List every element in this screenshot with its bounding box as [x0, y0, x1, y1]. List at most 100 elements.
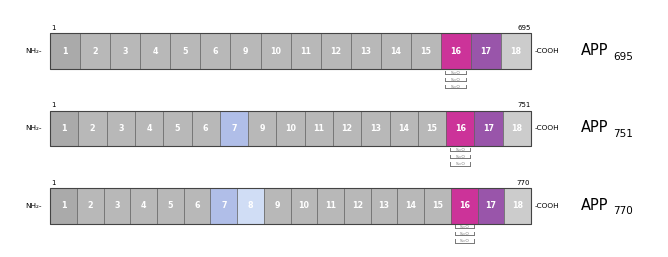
Bar [451, 188, 478, 224]
Text: S=O: S=O [460, 232, 469, 236]
Text: NH₂-: NH₂- [25, 48, 41, 54]
Text: 12: 12 [330, 47, 341, 56]
Text: 9: 9 [275, 201, 280, 210]
Text: 5: 5 [168, 201, 173, 210]
Bar [163, 111, 192, 146]
Bar [503, 111, 531, 146]
Text: 16: 16 [455, 124, 466, 133]
Bar [50, 111, 531, 146]
Bar [317, 188, 344, 224]
Text: 1: 1 [62, 47, 68, 56]
Text: NH₂-: NH₂- [25, 125, 41, 132]
Text: 751: 751 [613, 129, 633, 139]
Bar [411, 33, 441, 69]
Text: 10: 10 [299, 201, 309, 210]
Text: 2: 2 [90, 124, 96, 133]
Text: -COOH: -COOH [534, 48, 559, 54]
Bar [371, 188, 397, 224]
Bar [104, 188, 130, 224]
Bar [220, 111, 248, 146]
Bar [107, 111, 135, 146]
Bar [77, 188, 104, 224]
Text: S=O: S=O [451, 78, 461, 82]
Text: 695: 695 [517, 25, 530, 31]
Text: 13: 13 [360, 47, 371, 56]
Bar [157, 188, 184, 224]
Bar [110, 33, 140, 69]
Text: 4: 4 [141, 201, 146, 210]
Text: 15: 15 [432, 201, 443, 210]
Text: 3: 3 [118, 124, 124, 133]
Text: 17: 17 [486, 201, 496, 210]
Text: 6: 6 [212, 47, 218, 56]
Bar [140, 33, 170, 69]
Text: 16: 16 [450, 47, 462, 56]
Text: 17: 17 [483, 124, 494, 133]
Bar [424, 188, 451, 224]
Text: S=O: S=O [456, 155, 465, 159]
Text: 14: 14 [398, 124, 409, 133]
Text: 3: 3 [122, 47, 128, 56]
Text: APP: APP [581, 121, 609, 135]
Text: 7: 7 [221, 201, 226, 210]
Bar [478, 188, 504, 224]
Bar [305, 111, 333, 146]
Text: 1: 1 [51, 180, 55, 186]
Text: 5: 5 [182, 47, 188, 56]
Bar [397, 188, 424, 224]
Bar [237, 188, 264, 224]
Bar [291, 33, 321, 69]
Text: -COOH: -COOH [534, 125, 559, 132]
Text: 770: 770 [613, 206, 633, 216]
Text: 9: 9 [260, 124, 265, 133]
Bar [170, 33, 200, 69]
Bar [441, 33, 471, 69]
Bar [389, 111, 418, 146]
Bar [501, 33, 531, 69]
Bar [504, 188, 531, 224]
Text: 1: 1 [61, 124, 67, 133]
Bar [248, 111, 277, 146]
Bar [471, 33, 501, 69]
Bar [351, 33, 381, 69]
Text: 13: 13 [379, 201, 389, 210]
Text: 4: 4 [152, 47, 158, 56]
Text: 18: 18 [512, 201, 523, 210]
Text: 10: 10 [270, 47, 281, 56]
Text: 13: 13 [370, 124, 381, 133]
Bar [261, 33, 291, 69]
Text: 11: 11 [313, 124, 325, 133]
Text: 6: 6 [203, 124, 208, 133]
Text: 8: 8 [248, 201, 253, 210]
Bar [210, 188, 237, 224]
Bar [321, 33, 351, 69]
Bar [50, 33, 531, 69]
Bar [333, 111, 361, 146]
Bar [291, 188, 317, 224]
Text: 7: 7 [231, 124, 236, 133]
Bar [50, 188, 531, 224]
Bar [130, 188, 157, 224]
Text: S=O: S=O [451, 71, 461, 75]
Text: 14: 14 [390, 47, 401, 56]
Text: 1: 1 [51, 103, 55, 108]
Text: S=O: S=O [451, 85, 461, 89]
Bar [474, 111, 503, 146]
Text: 2: 2 [88, 201, 93, 210]
Text: 12: 12 [352, 201, 363, 210]
Text: S=O: S=O [456, 148, 465, 152]
Bar [200, 33, 230, 69]
Text: 6: 6 [194, 201, 200, 210]
Bar [78, 111, 107, 146]
Bar [135, 111, 163, 146]
Text: 4: 4 [146, 124, 152, 133]
Bar [50, 188, 77, 224]
Text: 5: 5 [174, 124, 180, 133]
Text: 12: 12 [341, 124, 353, 133]
Text: 16: 16 [459, 201, 470, 210]
Text: S=O: S=O [460, 225, 469, 229]
Bar [230, 33, 261, 69]
Bar [446, 111, 474, 146]
Text: 770: 770 [517, 180, 530, 186]
Text: APP: APP [581, 43, 609, 58]
